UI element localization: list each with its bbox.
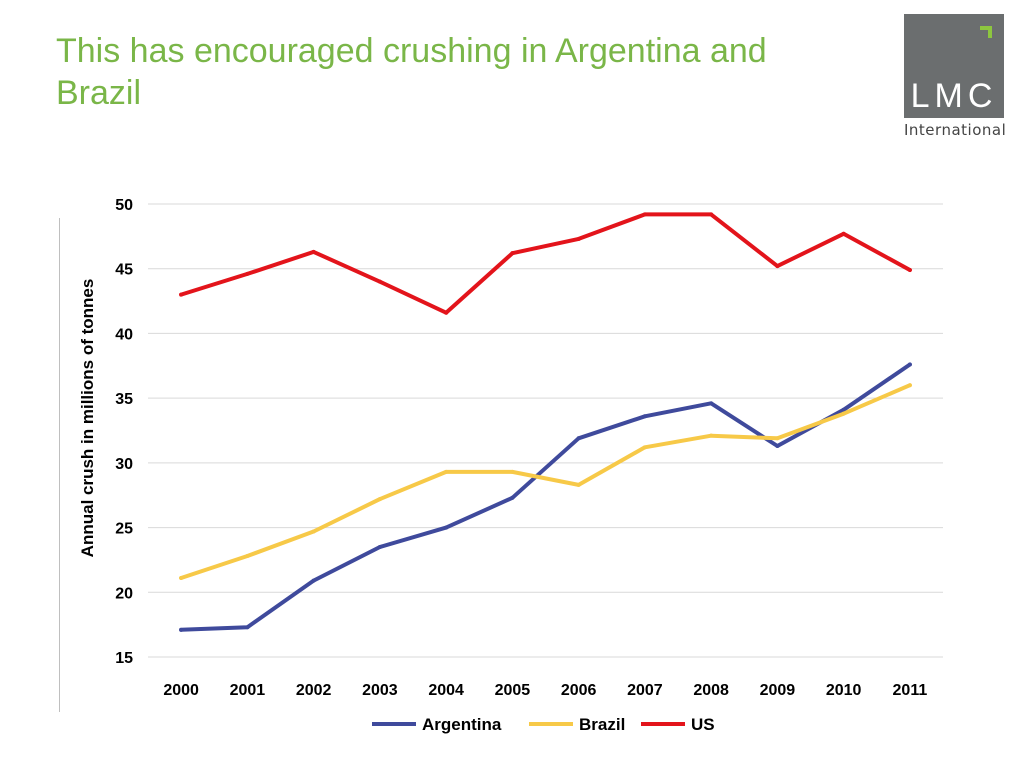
data-point-us — [841, 231, 846, 236]
x-tick-label: 2003 — [362, 682, 398, 699]
logo-text: LMC — [910, 77, 998, 115]
left-divider — [59, 218, 60, 712]
data-point-brazil — [510, 469, 515, 474]
y-axis-ticks: 15 20 25 30 35 40 45 50 — [115, 197, 133, 667]
legend-label-us: US — [691, 715, 715, 734]
y-tick-label: 35 — [115, 391, 133, 408]
data-point-brazil — [576, 482, 581, 487]
y-tick-label: 50 — [115, 197, 133, 214]
x-tick-label: 2000 — [163, 682, 199, 699]
data-point-us — [444, 310, 449, 315]
data-point-argentina — [642, 414, 647, 419]
data-point-us — [510, 251, 515, 256]
x-tick-label: 2006 — [561, 682, 597, 699]
y-tick-label: 20 — [115, 585, 133, 602]
logo-box: LMC — [904, 14, 1004, 118]
data-point-us — [642, 212, 647, 217]
data-point-brazil — [841, 411, 846, 416]
x-tick-label: 2009 — [760, 682, 796, 699]
y-tick-label: 45 — [115, 262, 133, 279]
data-point-us — [311, 249, 316, 254]
data-point-brazil — [907, 383, 912, 388]
legend-label-argentina: Argentina — [422, 715, 502, 734]
chart-series — [179, 212, 912, 632]
data-point-brazil — [775, 436, 780, 441]
chart-legend: Argentina Brazil US — [372, 715, 715, 734]
data-point-brazil — [245, 554, 250, 559]
data-point-argentina — [179, 627, 184, 632]
data-point-us — [576, 236, 581, 241]
data-point-argentina — [576, 436, 581, 441]
series-line-brazil — [179, 383, 912, 580]
data-point-argentina — [377, 544, 382, 549]
logo-subtitle: International — [904, 121, 1007, 139]
chart-gridlines — [148, 203, 943, 658]
data-point-us — [709, 212, 714, 217]
x-tick-label: 2001 — [230, 682, 266, 699]
data-point-brazil — [642, 445, 647, 450]
data-point-argentina — [775, 444, 780, 449]
x-axis-ticks: 2000 2001 2002 2003 2004 2005 2006 2007 2008 2009… — [163, 682, 927, 699]
slide-title: This has encouraged crushing in Argentin… — [56, 32, 767, 112]
data-point-argentina — [245, 625, 250, 630]
data-point-brazil — [377, 497, 382, 502]
series-line-us — [179, 212, 912, 315]
legend-label-brazil: Brazil — [579, 715, 625, 734]
data-point-us — [775, 264, 780, 269]
x-tick-label: 2007 — [627, 682, 663, 699]
data-point-us — [179, 292, 184, 297]
series-line-argentina — [179, 362, 912, 632]
data-point-us — [377, 279, 382, 284]
y-tick-label: 15 — [115, 650, 133, 667]
y-tick-label: 30 — [115, 456, 133, 473]
x-tick-label: 2004 — [428, 682, 464, 699]
logo-corner-mark-icon — [980, 26, 992, 38]
data-point-argentina — [311, 578, 316, 583]
data-point-argentina — [444, 525, 449, 530]
x-tick-label: 2008 — [693, 682, 729, 699]
data-point-brazil — [709, 433, 714, 438]
data-point-argentina — [841, 407, 846, 412]
y-tick-label: 25 — [115, 521, 133, 538]
x-tick-label: 2010 — [826, 682, 862, 699]
lmc-logo: LMC International — [904, 14, 1006, 139]
data-point-argentina — [907, 362, 912, 367]
y-axis-label: Annual crush in millions of tonnes — [78, 279, 97, 558]
data-point-argentina — [709, 401, 714, 406]
data-point-brazil — [444, 469, 449, 474]
data-point-us — [907, 268, 912, 273]
data-point-argentina — [510, 495, 515, 500]
data-point-us — [245, 271, 250, 276]
y-tick-label: 40 — [115, 326, 133, 343]
data-point-brazil — [179, 576, 184, 581]
x-tick-label: 2011 — [893, 682, 928, 699]
data-point-brazil — [311, 529, 316, 534]
x-tick-label: 2002 — [296, 682, 332, 699]
x-tick-label: 2005 — [495, 682, 531, 699]
